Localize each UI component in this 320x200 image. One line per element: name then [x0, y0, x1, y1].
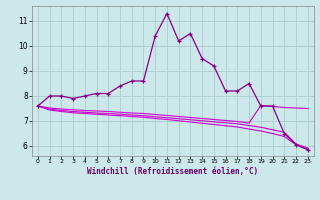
- X-axis label: Windchill (Refroidissement éolien,°C): Windchill (Refroidissement éolien,°C): [87, 167, 258, 176]
